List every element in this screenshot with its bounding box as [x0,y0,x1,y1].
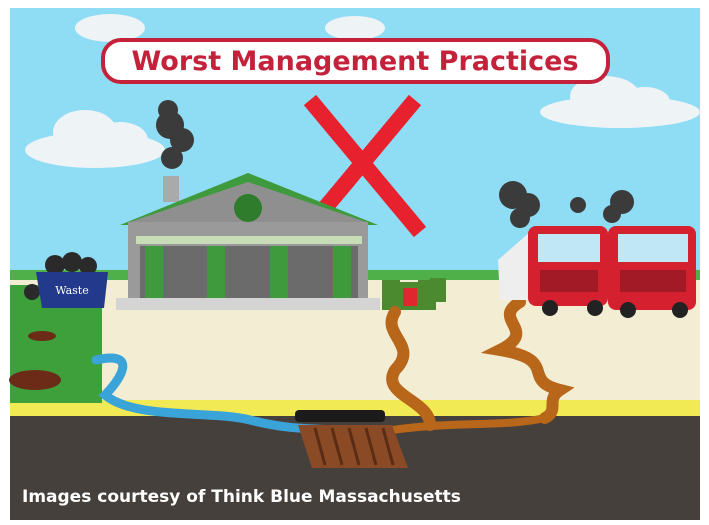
chimney [163,176,179,202]
debris [28,331,56,341]
truck [608,226,696,318]
caption: Images courtesy of Think Blue Massachuse… [22,487,461,507]
dumpster-label: Waste [55,284,88,297]
foundation [116,298,380,310]
vent [234,194,262,222]
gas-can [403,288,417,306]
title: Worst Management Practices [131,46,578,77]
illustration: Worst Management Practices Waste [0,0,709,525]
beam [136,236,362,244]
bays [140,246,358,298]
debris [9,370,61,390]
drain-opening [295,410,385,422]
